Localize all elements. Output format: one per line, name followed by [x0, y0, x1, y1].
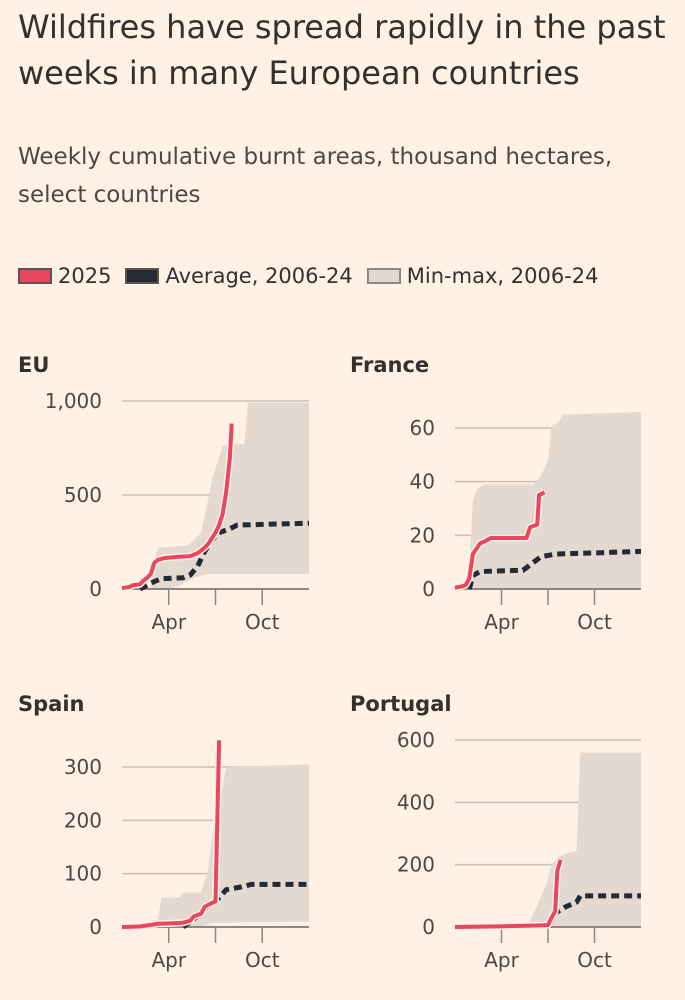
panel-france: France 0 20 40 60 Apr Oct — [350, 353, 642, 634]
line-2025 — [454, 490, 546, 590]
average-line — [466, 548, 642, 590]
line-2025 — [121, 740, 222, 929]
legend-label: Average, 2006-24 — [165, 264, 353, 288]
legend-swatch-average — [125, 268, 160, 284]
legend-swatch-2025 — [18, 268, 52, 284]
x-tick-label: Oct — [577, 610, 612, 634]
x-tick-label: Oct — [245, 948, 280, 972]
panel-title: EU — [18, 353, 49, 377]
panel-title: France — [350, 353, 429, 377]
y-tick-label: 200 — [64, 808, 102, 832]
panel-eu: EU 0 500 1,000 Apr Oct — [18, 353, 310, 634]
y-tick-label: 600 — [397, 728, 435, 752]
y-tick-label: 400 — [397, 790, 435, 814]
y-tick-label: 1,000 — [45, 389, 102, 413]
panel-title: Portugal — [350, 692, 452, 716]
panel-spain: Spain 0 100 200 300 Apr Oct — [18, 692, 309, 972]
x-tick-label: Apr — [151, 610, 186, 634]
legend: 2025 Average, 2006-24 Min-max, 2006-24 — [18, 264, 612, 288]
y-tick-label: 300 — [64, 755, 102, 779]
x-tick-label: Apr — [151, 948, 186, 972]
min-max-band — [455, 411, 641, 589]
panel-title: Spain — [18, 692, 84, 716]
x-tick-label: Apr — [484, 948, 519, 972]
legend-item-average: Average, 2006-24 — [125, 264, 353, 288]
y-tick-label: 20 — [410, 523, 435, 547]
y-tick-label: 100 — [64, 862, 102, 886]
x-tick-label: Apr — [484, 610, 519, 634]
min-max-band — [455, 752, 641, 927]
average-line — [138, 520, 310, 592]
y-tick-label: 200 — [397, 853, 435, 877]
y-tick-label: 40 — [410, 470, 435, 494]
legend-item-minmax: Min-max, 2006-24 — [366, 264, 599, 288]
y-tick-label: 0 — [89, 577, 102, 601]
chart-subtitle: Weekly cumulative burnt areas, thousand … — [18, 144, 613, 208]
y-tick-label: 60 — [410, 416, 435, 440]
legend-label: 2025 — [58, 264, 112, 288]
line-2025 — [454, 859, 563, 929]
legend-item-2025: 2025 — [18, 264, 111, 288]
y-tick-label: 500 — [64, 483, 102, 507]
legend-label: Min-max, 2006-24 — [406, 264, 599, 288]
x-tick-label: Oct — [577, 948, 612, 972]
y-tick-label: 0 — [422, 915, 435, 939]
panel-portugal: Portugal 0 200 400 600 Apr Oct — [350, 692, 641, 972]
x-tick-label: Oct — [245, 610, 280, 634]
legend-swatch-minmax — [366, 268, 401, 284]
chart-title: Wildfires have spread rapidly in the pas… — [18, 8, 666, 92]
y-tick-label: 0 — [422, 577, 435, 601]
y-tick-label: 0 — [89, 915, 102, 939]
line-2025 — [121, 423, 234, 591]
min-max-band — [122, 402, 309, 589]
